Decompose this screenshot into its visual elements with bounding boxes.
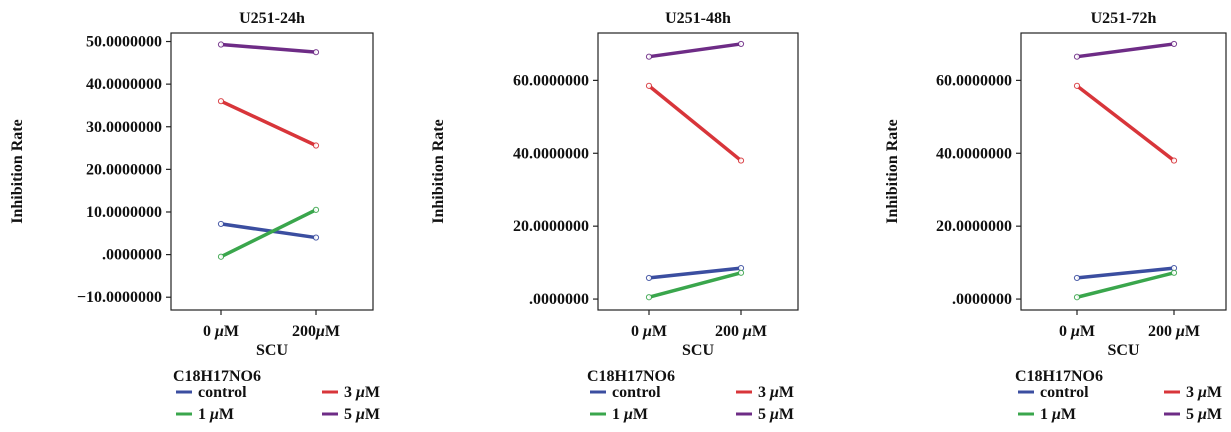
legend-label: 3 μM [1186,384,1222,401]
data-point [645,82,653,89]
data-point [217,253,225,260]
chart-panel-1: U251-24h −10.0000000 .0000000 10.0000000 20.… [9,10,380,423]
data-point [312,142,320,149]
plot-frame [597,32,799,311]
data-point [1073,294,1081,301]
x-axis-label: SCU [1107,342,1139,359]
x-tick-label: 0 μM [631,323,667,340]
series-line-4 [1076,42,1175,59]
x-tick-label: 200 μM [715,323,767,340]
legend-label: control [612,384,661,401]
data-point [737,157,745,164]
data-point [1073,274,1081,282]
y-tick-label: 10.0000000 [86,204,162,221]
y-axis-label: Inhibition Rate [884,119,901,223]
data-point [217,98,225,105]
y-tick-label: 50.0000000 [86,34,162,51]
data-point [1170,40,1178,48]
series-line-1 [220,222,317,240]
data-point [312,49,320,56]
series-line-3 [220,99,317,148]
data-point [1073,53,1081,60]
y-tick-label: 20.0000000 [936,218,1012,235]
x-tick-label: 200 μM [1148,323,1200,340]
chart-panel-3: U251-72h .0000000 20.0000000 40.0000000 60.0… [884,10,1227,423]
y-axis-label: Inhibition Rate [9,119,26,223]
x-tick-label: 0 μM [1059,323,1095,340]
x-axis-label: SCU [256,342,288,359]
legend-label: 1 μM [612,406,648,423]
data-point [645,294,653,301]
y-tick-label: .0000000 [102,247,162,264]
chart-title: U251-48h [665,10,731,27]
data-point [217,220,225,228]
y-tick-label: 60.0000000 [936,72,1012,89]
legend-label: 5 μM [344,406,380,423]
chart-panel-2: U251-48h .0000000 20.0000000 40.0000000 60.0… [430,10,799,423]
series-line-3 [1075,84,1176,162]
data-point [737,269,745,276]
y-tick-label: 60.0000000 [513,72,589,89]
y-tick-label: 40.0000000 [513,145,589,162]
legend-label: 1 μM [1040,406,1076,423]
data-point [312,234,320,241]
legend-label: 3 μM [758,384,794,401]
legend-title: C18H17NO6 [1015,368,1103,385]
y-tick-label: 40.0000000 [86,76,162,93]
y-tick-label: 40.0000000 [936,145,1012,162]
legend-label: 1 μM [198,406,234,423]
data-point [645,53,653,60]
series-line-4 [220,42,317,54]
y-tick-label: .0000000 [529,291,589,308]
legend-label: 5 μM [1186,406,1222,423]
plot-frame [170,32,374,311]
y-axis-label: Inhibition Rate [430,119,447,223]
chart-title: U251-72h [1091,10,1157,27]
y-tick-label: 30.0000000 [86,119,162,136]
series-line-2 [1076,271,1175,299]
legend-label: 5 μM [758,406,794,423]
data-point [217,41,225,48]
data-point [645,274,653,282]
legend-label: control [198,384,247,401]
chart-title: U251-24h [239,10,305,27]
legend-label: 3 μM [344,384,380,401]
series-line-4 [648,42,742,59]
data-point [1170,157,1178,164]
series-line-2 [648,271,742,299]
series-line-3 [647,84,743,162]
legend-title: C18H17NO6 [587,368,675,385]
data-point [1073,82,1081,89]
data-point [1170,269,1178,276]
series-line-1 [648,266,742,280]
x-tick-label: 0 μM [203,323,239,340]
legend-title: C18H17NO6 [173,368,261,385]
y-tick-label: 20.0000000 [513,218,589,235]
y-tick-label: 20.0000000 [86,161,162,178]
x-axis-label: SCU [682,342,714,359]
y-tick-label: .0000000 [952,291,1012,308]
data-point [312,206,320,213]
data-point [737,40,745,48]
y-tick-label: −10.0000000 [77,289,162,306]
x-tick-label: 200μM [292,323,340,340]
legend-label: control [1040,384,1089,401]
series-line-2 [220,208,317,259]
series-line-1 [1076,266,1175,280]
plot-frame [1020,32,1227,311]
